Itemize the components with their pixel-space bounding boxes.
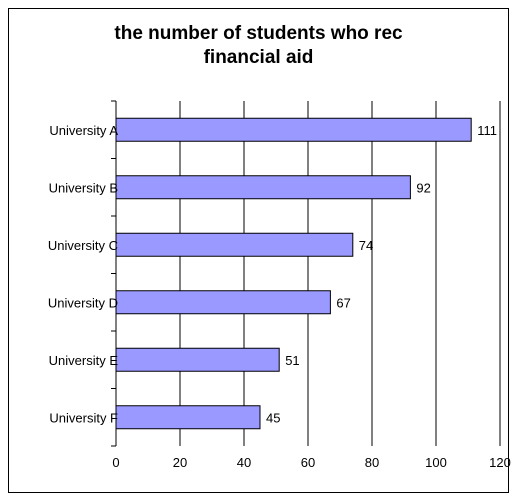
x-tick-label: 40 <box>237 455 251 470</box>
x-tick-label: 80 <box>365 455 379 470</box>
bar <box>115 405 261 430</box>
x-tick-label: 120 <box>489 455 511 470</box>
bar <box>115 232 354 257</box>
bar <box>115 175 411 200</box>
bar <box>115 347 280 372</box>
data-label: 74 <box>359 238 373 253</box>
x-tick-label: 20 <box>173 455 187 470</box>
data-label: 45 <box>266 410 280 425</box>
category-label: University D <box>48 295 118 310</box>
category-label: University A <box>49 123 118 138</box>
bar <box>115 290 331 315</box>
x-tick-label: 100 <box>425 455 447 470</box>
bar <box>115 117 472 142</box>
data-label: 92 <box>416 180 430 195</box>
x-tick-label: 60 <box>301 455 315 470</box>
category-label: University B <box>49 180 118 195</box>
category-label: University F <box>49 410 118 425</box>
category-label: University C <box>48 238 118 253</box>
category-label: University E <box>49 353 119 368</box>
data-label: 51 <box>285 353 299 368</box>
data-label: 111 <box>477 123 497 138</box>
data-label: 67 <box>336 295 350 310</box>
chart-title: the number of students who rec financial… <box>114 23 403 68</box>
x-tick-label: 0 <box>112 455 119 470</box>
